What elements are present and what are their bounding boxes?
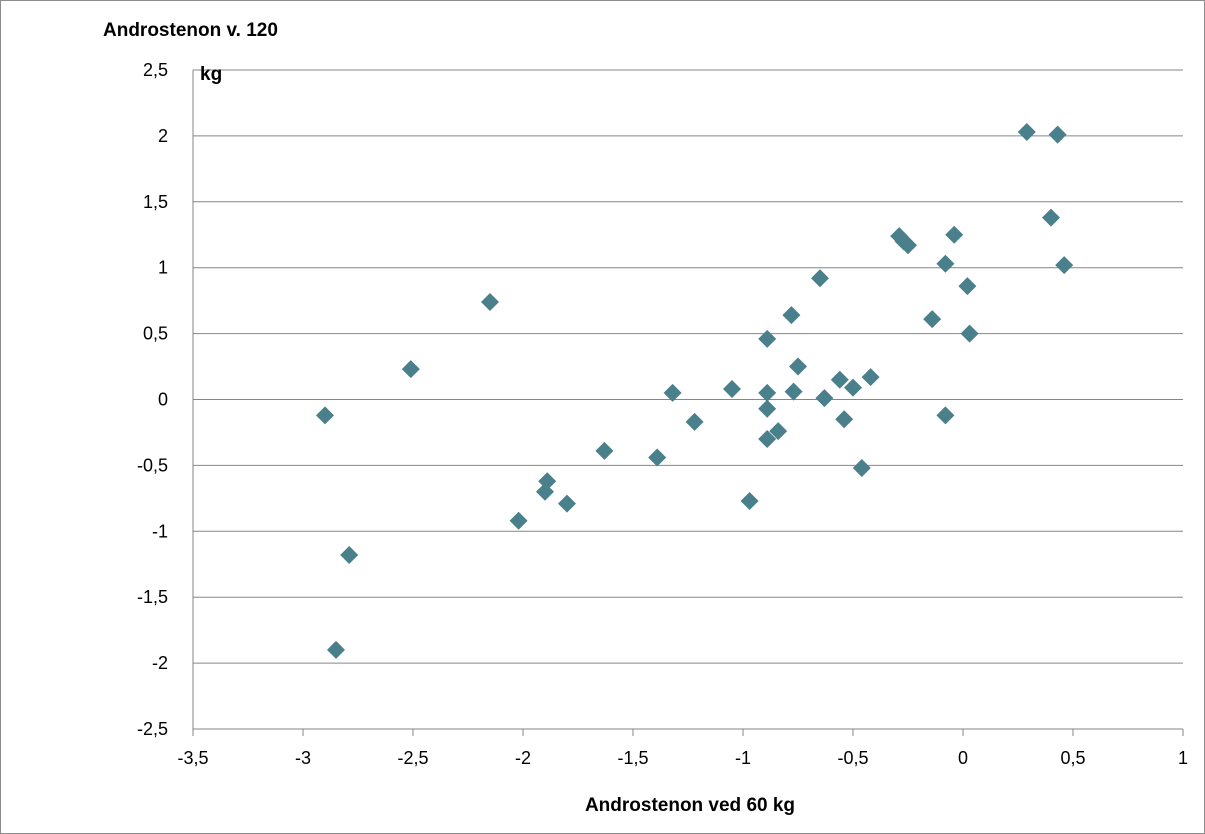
y-tick-label: 1,5 (143, 192, 168, 212)
data-point (945, 225, 964, 244)
data-point (936, 254, 955, 273)
data-point (1055, 256, 1074, 275)
data-point (648, 448, 667, 467)
y-tick-label: 0 (158, 390, 168, 410)
x-tick-label: -1 (735, 748, 751, 768)
x-tick-label: -2,5 (397, 748, 428, 768)
data-point (852, 459, 871, 478)
data-point (835, 410, 854, 429)
data-point (784, 382, 803, 401)
y-tick-label: 1 (158, 258, 168, 278)
data-point (899, 236, 917, 255)
y-tick-label: -1,5 (137, 587, 168, 607)
x-tick-label: -3,5 (177, 748, 208, 768)
y-tick-label: -2,5 (137, 719, 168, 739)
y-tick-label: -2 (152, 653, 168, 673)
x-tick-label: -3 (295, 748, 311, 768)
data-point (723, 379, 741, 398)
x-tick-label: -0,5 (837, 748, 868, 768)
data-point (758, 430, 777, 449)
y-tick-label: -0,5 (137, 455, 168, 475)
y-tick-label: 2 (158, 126, 168, 146)
data-point (769, 422, 788, 441)
y-axis-title-line-2: kg (200, 64, 222, 85)
data-point (960, 324, 979, 343)
data-point (685, 412, 704, 431)
x-tick-labels: -3,5 -3 -2,5 -2 -1,5 -1 -0,5 0 0,5 1 (177, 748, 1188, 768)
y-tick-label: -1 (152, 521, 168, 541)
gridlines (192, 69, 1184, 736)
data-point (815, 389, 834, 408)
y-tick-label: 0,5 (143, 324, 168, 344)
data-point (316, 406, 334, 425)
data-point (1042, 208, 1060, 227)
data-point (740, 491, 759, 510)
data-point (481, 292, 499, 311)
data-point (844, 378, 862, 397)
x-tick-label: -2 (515, 748, 531, 768)
data-point (595, 441, 614, 460)
data-point (923, 310, 942, 329)
x-tick-label: 0 (958, 748, 968, 768)
x-tick-label: -1,5 (617, 748, 648, 768)
data-point (663, 383, 682, 402)
data-point (558, 494, 576, 513)
data-point (536, 482, 554, 501)
data-point (401, 360, 420, 379)
data-point (1017, 122, 1036, 141)
data-point (758, 383, 777, 402)
data-point (758, 399, 777, 418)
data-point (936, 406, 955, 425)
y-tick-labels: 2,5 2 1,5 1 0,5 0 -0,5 -1 -1,5 -2 -2,5 (137, 60, 168, 739)
data-point (782, 306, 801, 325)
data-point (861, 368, 880, 387)
y-axis-title-line-1: Androstenon v. 120 (103, 20, 278, 41)
data-point (830, 370, 849, 389)
data-point (509, 511, 528, 530)
data-point (327, 640, 345, 659)
data-point (958, 277, 977, 296)
data-point (758, 329, 777, 348)
x-tick-label: 0,5 (1060, 748, 1085, 768)
data-point (811, 269, 829, 288)
data-point (340, 546, 359, 565)
data-points (316, 122, 1074, 659)
y-tick-label: 2,5 (143, 60, 168, 80)
data-point (789, 357, 807, 376)
x-axis-title: Androstenon ved 60 kg (585, 795, 795, 816)
data-point (1048, 125, 1067, 144)
x-tick-label: 1 (1178, 748, 1188, 768)
